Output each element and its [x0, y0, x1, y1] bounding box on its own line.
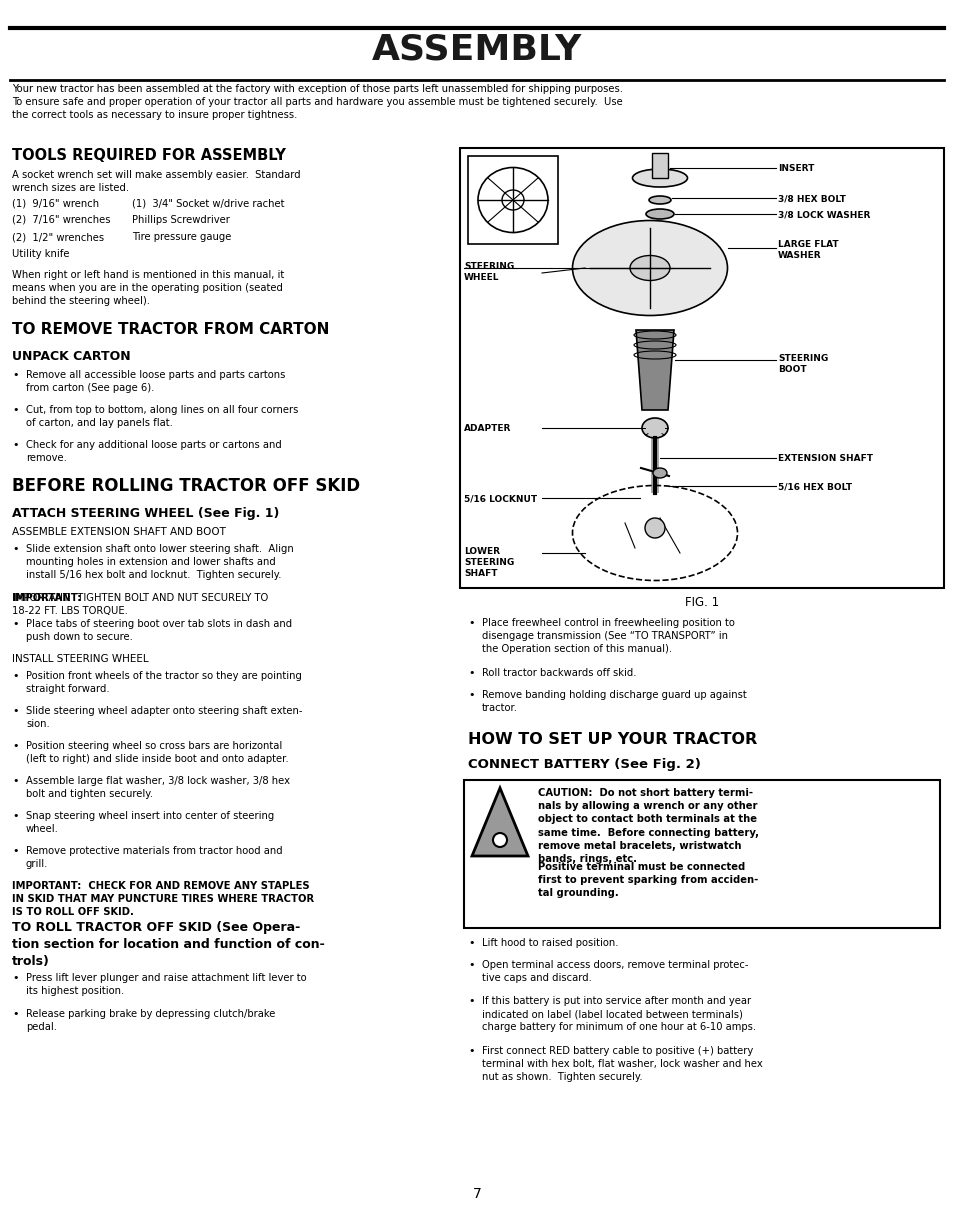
Text: Place tabs of steering boot over tab slots in dash and
push down to secure.: Place tabs of steering boot over tab slo… — [26, 618, 292, 643]
Text: Phillips Screwdriver: Phillips Screwdriver — [132, 215, 230, 225]
Bar — [651, 153, 667, 179]
Text: (2)  7/16" wrenches: (2) 7/16" wrenches — [12, 215, 111, 225]
Text: TOOLS REQUIRED FOR ASSEMBLY: TOOLS REQUIRED FOR ASSEMBLY — [12, 148, 286, 163]
Text: LOWER
STEERING
SHAFT: LOWER STEERING SHAFT — [463, 547, 514, 578]
Text: •: • — [12, 706, 18, 716]
Text: •: • — [468, 960, 474, 970]
Text: TO ROLL TRACTOR OFF SKID (See Opera-
tion section for location and function of c: TO ROLL TRACTOR OFF SKID (See Opera- tio… — [12, 921, 324, 968]
Text: A socket wrench set will make assembly easier.  Standard
wrench sizes are listed: A socket wrench set will make assembly e… — [12, 170, 300, 193]
Text: (2)  1/2" wrenches: (2) 1/2" wrenches — [12, 232, 104, 242]
Text: Snap steering wheel insert into center of steering
wheel.: Snap steering wheel insert into center o… — [26, 810, 274, 835]
Text: First connect RED battery cable to positive (+) battery
terminal with hex bolt, : First connect RED battery cable to posit… — [481, 1046, 762, 1083]
Text: •: • — [12, 741, 18, 751]
Polygon shape — [636, 330, 673, 409]
Text: Remove protective materials from tractor hood and
grill.: Remove protective materials from tractor… — [26, 846, 282, 869]
Circle shape — [644, 518, 664, 538]
Text: Position front wheels of the tractor so they are pointing
straight forward.: Position front wheels of the tractor so … — [26, 671, 301, 694]
Text: Positive terminal must be connected
first to prevent sparking from acciden-
tal : Positive terminal must be connected firs… — [537, 861, 758, 898]
Bar — [468, 156, 558, 244]
Text: •: • — [12, 618, 18, 629]
Text: •: • — [12, 1008, 18, 1019]
Polygon shape — [472, 789, 527, 857]
Text: TO REMOVE TRACTOR FROM CARTON: TO REMOVE TRACTOR FROM CARTON — [12, 322, 329, 337]
Bar — [650, 437, 659, 493]
Text: 3/8 LOCK WASHER: 3/8 LOCK WASHER — [778, 210, 869, 219]
Text: 3/8 HEX BOLT: 3/8 HEX BOLT — [778, 194, 845, 203]
Text: UNPACK CARTON: UNPACK CARTON — [12, 350, 131, 363]
Text: BEFORE ROLLING TRACTOR OFF SKID: BEFORE ROLLING TRACTOR OFF SKID — [12, 477, 359, 495]
Circle shape — [493, 833, 506, 847]
Text: (1)  9/16" wrench: (1) 9/16" wrench — [12, 198, 99, 208]
Text: INSERT: INSERT — [778, 164, 814, 173]
Text: •: • — [12, 776, 18, 786]
Ellipse shape — [641, 418, 667, 437]
Text: Assemble large flat washer, 3/8 lock washer, 3/8 hex
bolt and tighten securely.: Assemble large flat washer, 3/8 lock was… — [26, 776, 290, 799]
Text: •: • — [468, 938, 474, 948]
Text: IMPORTANT:  CHECK FOR AND REMOVE ANY STAPLES
IN SKID THAT MAY PUNCTURE TIRES WHE: IMPORTANT: CHECK FOR AND REMOVE ANY STAP… — [12, 881, 314, 917]
Text: ATTACH STEERING WHEEL (See Fig. 1): ATTACH STEERING WHEEL (See Fig. 1) — [12, 507, 279, 520]
Text: FIG. 1: FIG. 1 — [684, 597, 719, 609]
Text: Place freewheel control in freewheeling position to
disengage transmission (See : Place freewheel control in freewheeling … — [481, 618, 734, 655]
Text: Tire pressure gauge: Tire pressure gauge — [132, 232, 232, 242]
Text: Your new tractor has been assembled at the factory with exception of those parts: Your new tractor has been assembled at t… — [12, 84, 622, 120]
Text: •: • — [12, 405, 18, 416]
Ellipse shape — [652, 468, 666, 477]
Text: •: • — [12, 371, 18, 380]
Text: IMPORTANT:: IMPORTANT: — [12, 593, 81, 603]
Ellipse shape — [572, 220, 727, 316]
Text: IMPORTANT:  TIGHTEN BOLT AND NUT SECURELY TO
18-22 FT. LBS TORQUE.: IMPORTANT: TIGHTEN BOLT AND NUT SECURELY… — [12, 593, 268, 616]
Text: ASSEMBLE EXTENSION SHAFT AND BOOT: ASSEMBLE EXTENSION SHAFT AND BOOT — [12, 527, 226, 537]
Text: Remove banding holding discharge guard up against
tractor.: Remove banding holding discharge guard u… — [481, 690, 746, 713]
Text: Position steering wheel so cross bars are horizontal
(left to right) and slide i: Position steering wheel so cross bars ar… — [26, 741, 289, 764]
Text: CONNECT BATTERY (See Fig. 2): CONNECT BATTERY (See Fig. 2) — [468, 758, 700, 772]
Text: •: • — [468, 618, 474, 628]
Text: Release parking brake by depressing clutch/brake
pedal.: Release parking brake by depressing clut… — [26, 1008, 275, 1033]
Text: •: • — [12, 544, 18, 554]
Text: •: • — [468, 1046, 474, 1056]
Text: •: • — [468, 690, 474, 700]
Text: ADAPTER: ADAPTER — [463, 424, 511, 433]
Text: •: • — [468, 996, 474, 1006]
Ellipse shape — [645, 209, 673, 219]
Ellipse shape — [632, 169, 687, 187]
Text: 7: 7 — [472, 1187, 481, 1200]
Bar — [459, 148, 943, 588]
Text: Cut, from top to bottom, along lines on all four corners
of carton, and lay pane: Cut, from top to bottom, along lines on … — [26, 405, 298, 428]
Text: Check for any additional loose parts or cartons and
remove.: Check for any additional loose parts or … — [26, 440, 281, 463]
Text: •: • — [12, 846, 18, 857]
Ellipse shape — [629, 255, 669, 281]
Bar — [463, 780, 939, 928]
Text: CAUTION:  Do not short battery termi-
nals by allowing a wrench or any other
obj: CAUTION: Do not short battery termi- nal… — [537, 789, 759, 864]
Text: When right or left hand is mentioned in this manual, it
means when you are in th: When right or left hand is mentioned in … — [12, 270, 284, 306]
Text: Lift hood to raised position.: Lift hood to raised position. — [481, 938, 618, 948]
Text: INSTALL STEERING WHEEL: INSTALL STEERING WHEEL — [12, 654, 149, 665]
Text: •: • — [12, 973, 18, 983]
Text: •: • — [12, 810, 18, 821]
Text: Press lift lever plunger and raise attachment lift lever to
its highest position: Press lift lever plunger and raise attac… — [26, 973, 306, 996]
Text: 5/16 HEX BOLT: 5/16 HEX BOLT — [778, 482, 851, 491]
Text: If this battery is put into service after month and year
indicated on label (lab: If this battery is put into service afte… — [481, 996, 756, 1033]
Text: Open terminal access doors, remove terminal protec-
tive caps and discard.: Open terminal access doors, remove termi… — [481, 960, 748, 983]
Text: STEERING
BOOT: STEERING BOOT — [778, 354, 827, 374]
Text: HOW TO SET UP YOUR TRACTOR: HOW TO SET UP YOUR TRACTOR — [468, 731, 757, 747]
Text: •: • — [12, 671, 18, 680]
Text: EXTENSION SHAFT: EXTENSION SHAFT — [778, 454, 872, 463]
Text: ASSEMBLY: ASSEMBLY — [372, 32, 581, 66]
Text: LARGE FLAT
WASHER: LARGE FLAT WASHER — [778, 241, 838, 260]
Text: Remove all accessible loose parts and parts cartons
from carton (See page 6).: Remove all accessible loose parts and pa… — [26, 371, 285, 394]
Text: !: ! — [495, 799, 504, 820]
Text: •: • — [12, 440, 18, 450]
Ellipse shape — [648, 196, 670, 204]
Text: (1)  3/4" Socket w/drive rachet: (1) 3/4" Socket w/drive rachet — [132, 198, 284, 208]
Text: STEERING
WHEEL: STEERING WHEEL — [463, 262, 514, 282]
Text: Roll tractor backwards off skid.: Roll tractor backwards off skid. — [481, 668, 636, 678]
Text: 5/16 LOCKNUT: 5/16 LOCKNUT — [463, 495, 537, 503]
Text: Slide extension shaft onto lower steering shaft.  Align
mounting holes in extens: Slide extension shaft onto lower steerin… — [26, 544, 294, 581]
Text: Utility knife: Utility knife — [12, 249, 70, 259]
Text: •: • — [468, 668, 474, 678]
Text: Slide steering wheel adapter onto steering shaft exten-
sion.: Slide steering wheel adapter onto steeri… — [26, 706, 302, 729]
